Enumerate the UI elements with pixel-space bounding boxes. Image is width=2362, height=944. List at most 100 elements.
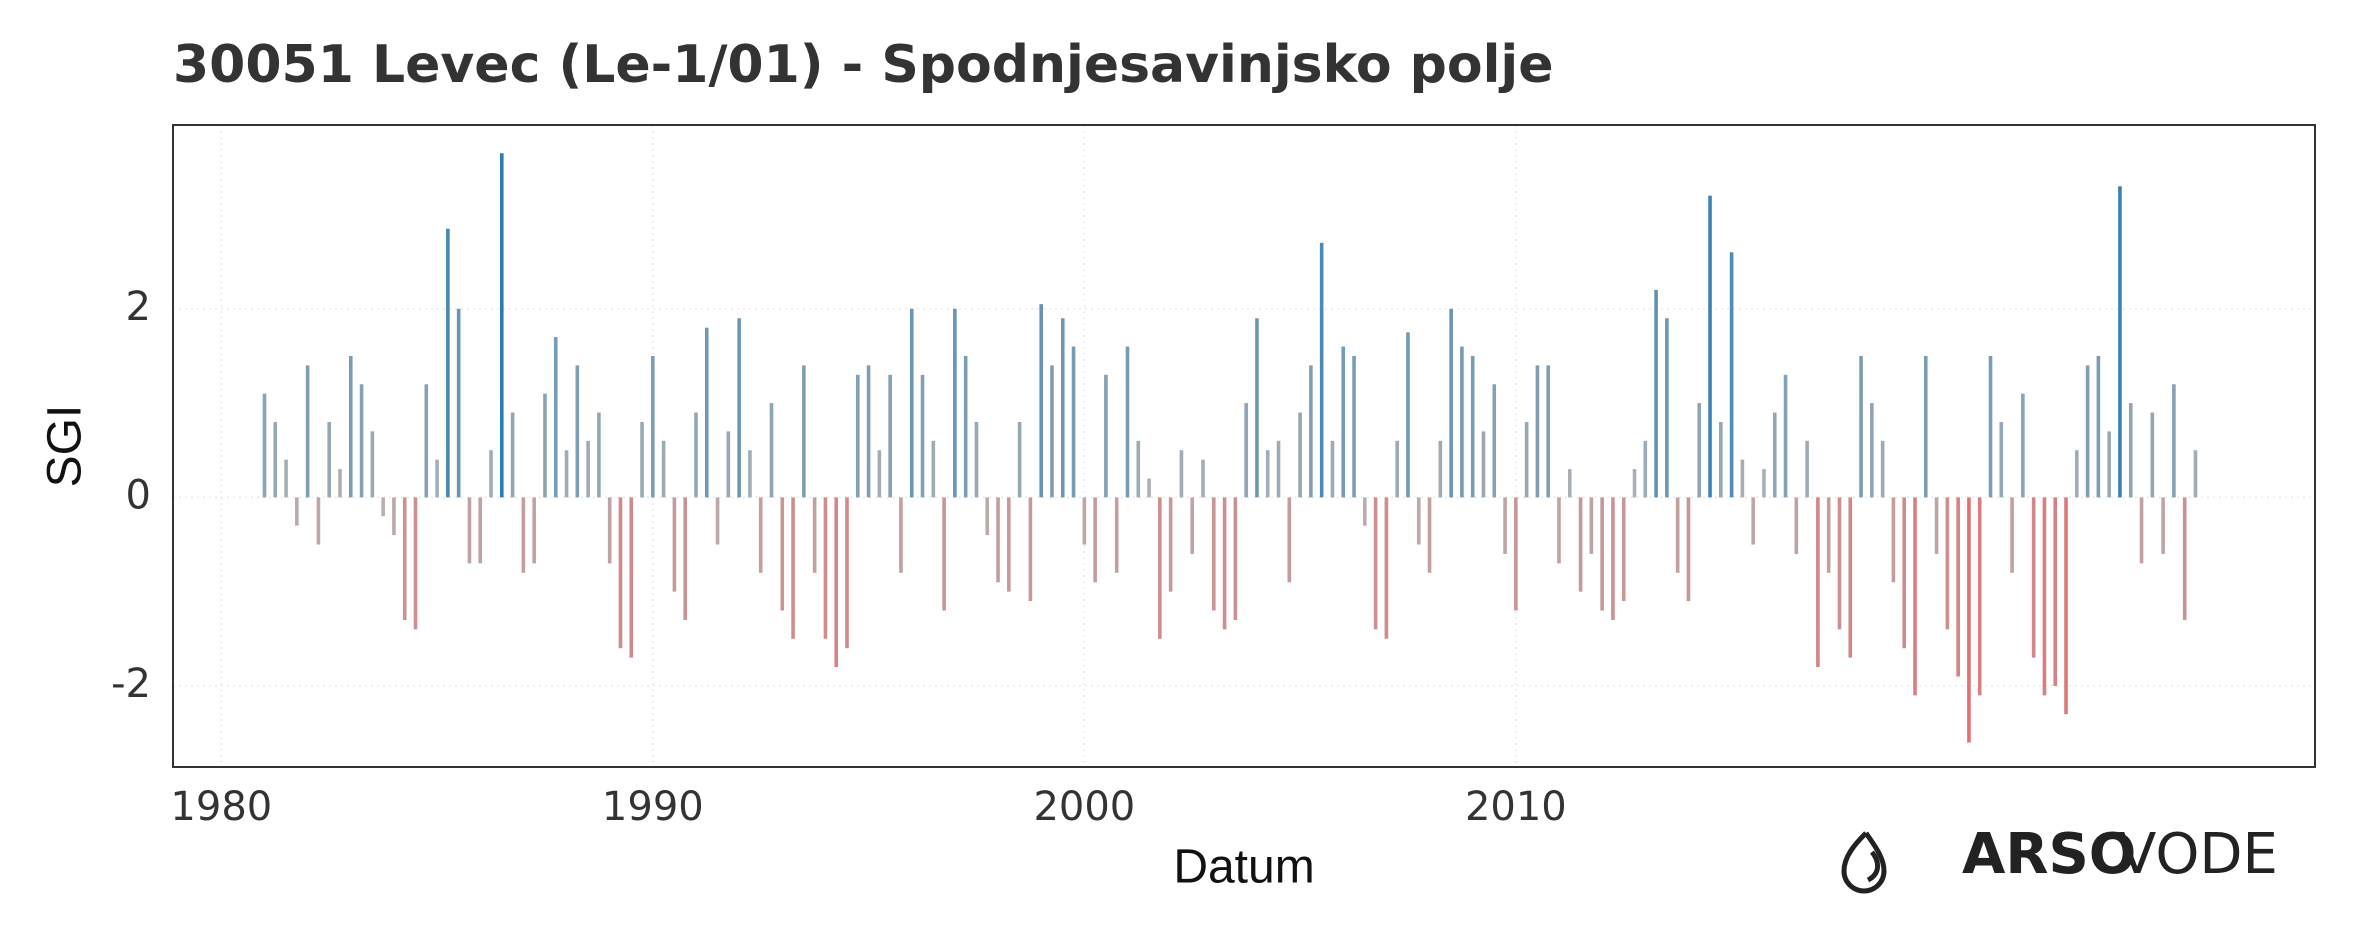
bar (1762, 469, 1766, 498)
bar (392, 497, 396, 536)
bar (1654, 289, 1658, 498)
bar (1772, 412, 1777, 498)
bar (273, 421, 278, 498)
bar (2172, 384, 2176, 498)
bar (1114, 497, 1119, 573)
bar (1967, 497, 1971, 743)
bar (1384, 497, 1389, 639)
bar (1309, 365, 1313, 498)
bar (2042, 497, 2047, 696)
bar (866, 365, 871, 498)
bar (1211, 497, 1216, 611)
bar (1826, 497, 1831, 573)
bar (1999, 421, 2004, 498)
bar (1902, 497, 1907, 649)
bar (1125, 346, 1130, 498)
bar (2193, 450, 2198, 498)
y-tick-label: -2 (111, 661, 151, 707)
bar (316, 497, 321, 545)
bar (586, 440, 590, 498)
bar (348, 355, 353, 498)
logo-bold: ARSO (1962, 822, 2136, 887)
bar (2010, 497, 2014, 573)
bar (1514, 497, 1518, 611)
bar (920, 374, 925, 498)
bar (1470, 355, 1475, 498)
bar (1330, 440, 1335, 498)
bar (424, 384, 429, 498)
bar (683, 497, 687, 620)
bar (942, 497, 946, 611)
bar (845, 497, 849, 649)
bar (1535, 365, 1540, 498)
bar (737, 318, 741, 498)
bar (2096, 355, 2101, 498)
x-tick-label: 1990 (602, 784, 704, 830)
bar (1934, 497, 1939, 554)
y-tick-label: 2 (126, 284, 151, 330)
x-tick-label: 1980 (170, 784, 272, 830)
bar (909, 308, 914, 498)
y-axis-label: SGI (39, 405, 92, 488)
bar (1276, 440, 1281, 498)
bar (1265, 450, 1270, 498)
bar (1492, 384, 1497, 498)
bar (1751, 497, 1755, 545)
bar (2107, 431, 2111, 498)
bar (1082, 497, 1087, 545)
bar (2031, 497, 2036, 658)
bar (2021, 393, 2025, 498)
bar (1406, 332, 1410, 498)
bar (1859, 355, 1863, 498)
bar (338, 469, 342, 498)
bar (758, 497, 763, 573)
bar (1891, 497, 1896, 583)
bar (1093, 497, 1097, 583)
bar (802, 365, 806, 498)
bar (877, 450, 882, 498)
bar (1168, 497, 1173, 592)
bar (1643, 440, 1648, 498)
bar (478, 497, 483, 564)
bar (1848, 497, 1853, 658)
bar (370, 431, 375, 498)
bar (1870, 403, 1874, 498)
bar (2182, 497, 2187, 620)
bar (651, 355, 655, 498)
bar (327, 421, 332, 498)
bar (1665, 318, 1669, 498)
y-tick-label: 0 (126, 472, 151, 518)
bar (1017, 421, 1022, 498)
bar (2139, 497, 2144, 564)
bar (1794, 497, 1799, 554)
bar (1913, 497, 1917, 696)
bar (661, 440, 666, 498)
bar (1222, 497, 1227, 630)
x-axis-label: Datum (1173, 841, 1314, 894)
bar (1460, 346, 1464, 498)
bar (381, 497, 385, 517)
bar (791, 497, 795, 639)
bar (780, 497, 785, 611)
bar (359, 384, 364, 498)
bar (1255, 318, 1259, 498)
bar (489, 450, 493, 498)
bar (1341, 346, 1346, 498)
bar (1201, 459, 1205, 498)
bar (1621, 497, 1626, 602)
bar (1363, 497, 1367, 526)
bar (446, 228, 450, 498)
bar (1039, 304, 1043, 498)
bar (1190, 497, 1195, 554)
bar (295, 497, 299, 526)
bar (1147, 478, 1151, 498)
plot-frame (172, 124, 2316, 768)
bar (2118, 186, 2122, 498)
bar (748, 450, 752, 498)
bar (413, 497, 418, 630)
bar (1287, 497, 1292, 583)
bar (1050, 365, 1054, 498)
bar (1007, 497, 1011, 592)
bar (1438, 440, 1443, 498)
bar (953, 308, 957, 498)
